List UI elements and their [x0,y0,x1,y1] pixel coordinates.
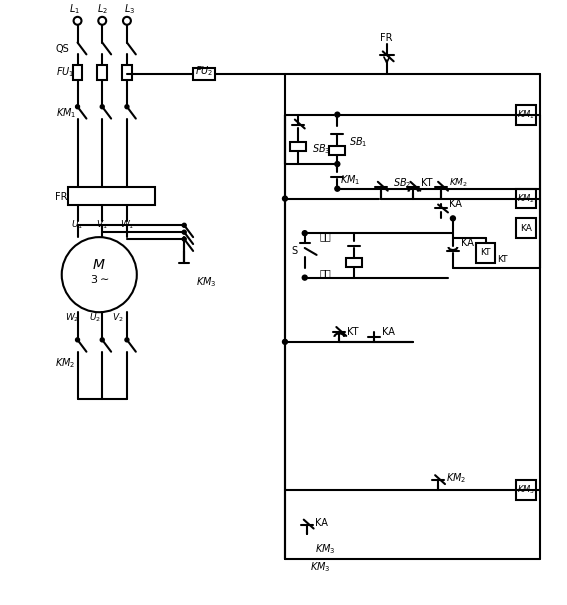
Text: $KM_2$: $KM_2$ [449,177,468,189]
Text: $W_2$: $W_2$ [65,312,80,324]
Text: $V_1$: $V_1$ [96,218,108,231]
Text: $U_2$: $U_2$ [90,312,101,324]
Bar [476,243,496,263]
Text: $L_3$: $L_3$ [124,2,136,16]
Text: KA: KA [520,224,532,233]
Text: KT: KT [497,255,508,264]
Circle shape [335,112,340,117]
Text: $KM_3$: $KM_3$ [517,484,535,496]
Circle shape [182,237,186,241]
Text: KT: KT [421,178,433,188]
Circle shape [62,237,137,312]
Text: $U_1$: $U_1$ [70,218,83,231]
Bar [516,480,536,500]
Circle shape [182,231,186,234]
Bar [122,65,132,80]
Circle shape [75,105,79,109]
Text: S: S [291,246,297,256]
Text: 自动: 自动 [320,231,331,241]
Text: $W_1$: $W_1$ [120,218,134,231]
Circle shape [302,275,307,280]
Text: $SB_2$: $SB_2$ [393,176,411,190]
Text: $L_1$: $L_1$ [69,2,80,16]
Circle shape [100,105,104,109]
Circle shape [282,196,287,201]
Text: FR: FR [55,192,67,201]
Text: $KM_3$: $KM_3$ [315,542,335,556]
Circle shape [100,338,104,342]
Text: $FU_2$: $FU_2$ [195,64,213,78]
Text: 手动: 手动 [320,267,331,278]
Text: $KM_3$: $KM_3$ [196,276,217,289]
Text: QS: QS [56,44,70,54]
Text: $KM_1$: $KM_1$ [56,106,76,120]
Text: KT: KT [347,327,359,337]
Text: KT: KT [480,249,491,258]
Circle shape [302,231,307,235]
Circle shape [182,223,186,227]
Bar [516,218,536,238]
Circle shape [125,338,129,342]
Text: $FU_1$: $FU_1$ [56,65,74,79]
Bar [67,187,155,204]
Circle shape [125,105,129,109]
Text: $3\sim$: $3\sim$ [90,273,109,284]
Circle shape [335,186,340,191]
Text: KA: KA [382,327,395,337]
Bar [329,146,345,155]
Bar [346,258,362,267]
Text: KA: KA [461,238,473,248]
Text: $KM_1$: $KM_1$ [517,108,535,121]
Circle shape [335,162,340,166]
Bar [193,68,215,80]
Text: KA: KA [315,518,328,528]
Text: FR: FR [380,33,393,42]
Text: $KM_1$: $KM_1$ [340,173,361,187]
Text: $M$: $M$ [92,258,106,272]
Bar [73,65,82,80]
Text: $KM_3$: $KM_3$ [310,560,330,574]
Circle shape [98,17,106,25]
Text: $V_2$: $V_2$ [112,312,124,324]
Circle shape [123,17,131,25]
Text: $KM_2$: $KM_2$ [55,357,75,370]
Text: $KM_2$: $KM_2$ [517,192,535,205]
Bar [98,65,107,80]
Text: $L_2$: $L_2$ [97,2,108,16]
Bar [516,105,536,125]
Circle shape [282,339,287,344]
Text: $SB_1$: $SB_1$ [349,136,367,149]
Circle shape [74,17,82,25]
Text: $KM_2$: $KM_2$ [446,471,466,485]
Bar [516,189,536,209]
Circle shape [450,216,455,221]
Text: KA: KA [449,198,462,209]
Circle shape [75,338,79,342]
Bar [290,142,306,151]
Text: $SB_3$: $SB_3$ [312,142,331,156]
